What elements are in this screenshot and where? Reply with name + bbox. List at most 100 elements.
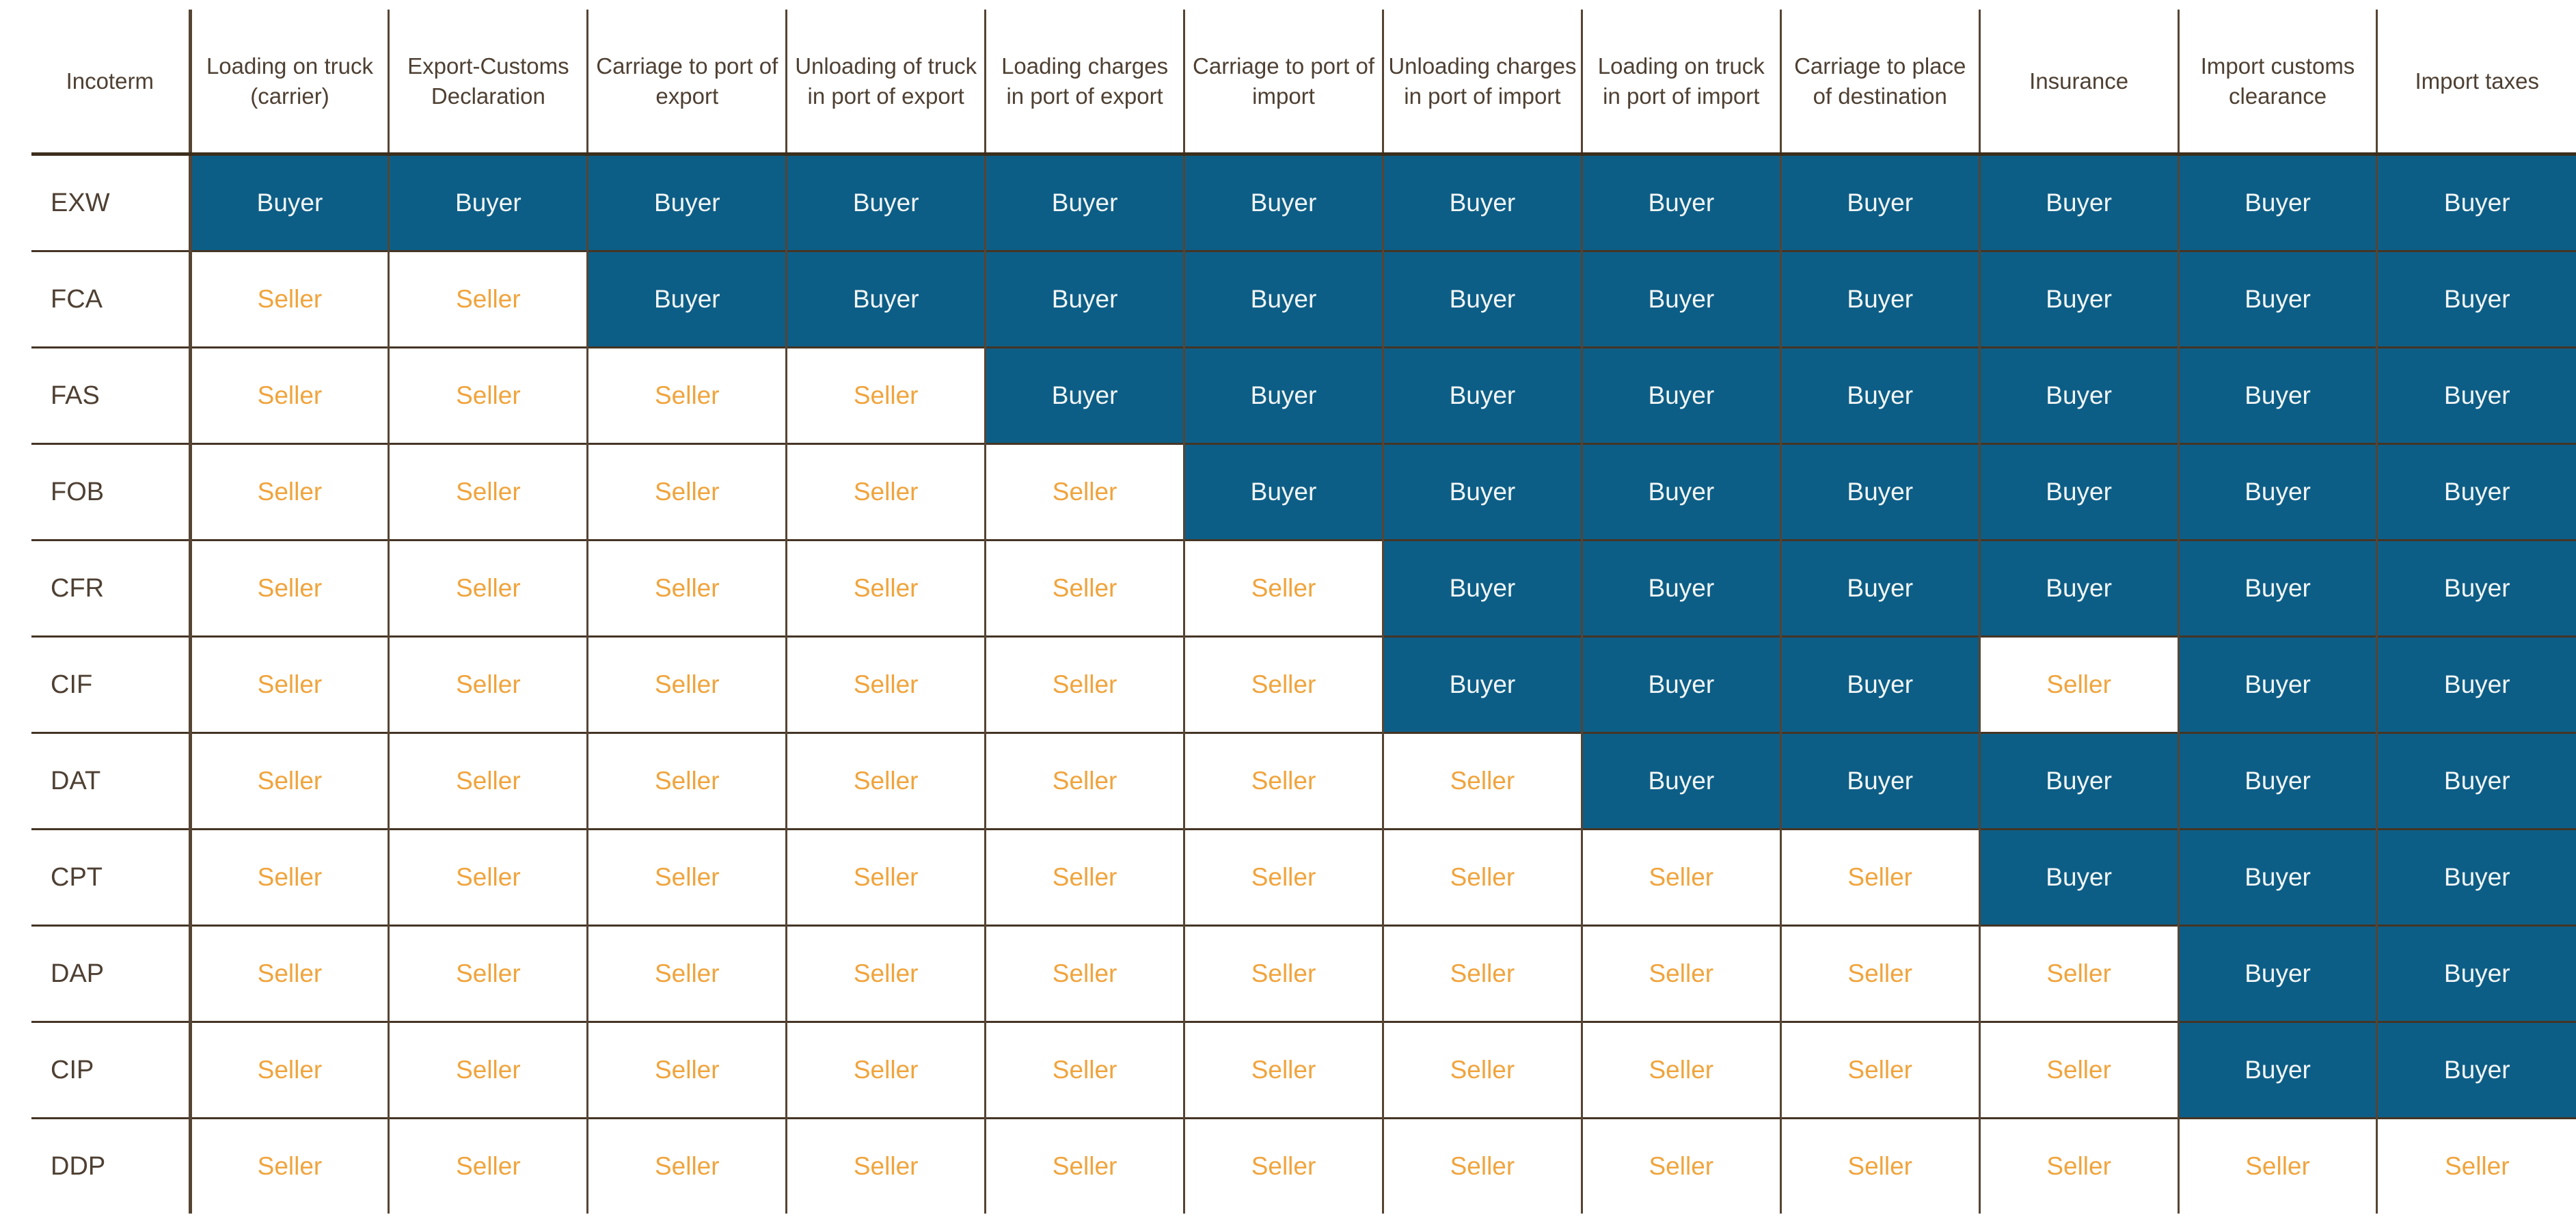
responsibility-cell-seller: Seller	[1779, 1021, 1980, 1119]
responsibility-cell-seller: Seller	[388, 346, 588, 444]
responsibility-cell-buyer: Buyer	[388, 154, 588, 251]
responsibility-cell-seller: Seller	[1381, 925, 1582, 1022]
responsibility-cell-seller: Seller	[1978, 1021, 2179, 1119]
responsibility-cell-seller: Seller	[785, 539, 986, 637]
responsibility-cell-buyer: Buyer	[1978, 732, 2179, 830]
table-row: FAS Seller Seller Seller Seller Buyer Buyer Buy…	[31, 346, 2576, 444]
responsibility-cell-buyer: Buyer	[785, 250, 986, 348]
responsibility-cell-seller: Seller	[388, 443, 588, 540]
column-header: Export-Customs Declaration	[388, 10, 588, 156]
responsibility-cell-seller: Seller	[785, 346, 986, 444]
column-header: Loading on truck (carrier)	[188, 10, 389, 156]
responsibility-cell-seller: Seller	[1580, 1021, 1781, 1119]
responsibility-cell-seller: Seller	[785, 732, 986, 830]
table-row: CPT Seller Seller Seller Seller Seller Seller S…	[31, 828, 2576, 926]
responsibility-cell-buyer: Buyer	[1779, 732, 1980, 830]
responsibility-cell-buyer: Buyer	[1183, 346, 1383, 444]
responsibility-cell-buyer: Buyer	[1381, 346, 1582, 444]
responsibility-cell-seller: Seller	[388, 539, 588, 637]
responsibility-cell-buyer: Buyer	[2177, 346, 2377, 444]
column-header: Carriage to port of export	[586, 10, 787, 156]
responsibility-cell-seller: Seller	[188, 732, 389, 830]
responsibility-cell-seller: Seller	[984, 1021, 1184, 1119]
responsibility-cell-seller: Seller	[586, 443, 787, 540]
table-row: DDP Seller Seller Seller Seller Seller Seller S…	[31, 1117, 2576, 1214]
responsibility-cell-buyer: Buyer	[1580, 250, 1781, 348]
responsibility-cell-buyer: Buyer	[1779, 443, 1980, 540]
responsibility-cell-buyer: Buyer	[2177, 443, 2377, 540]
responsibility-cell-buyer: Buyer	[1580, 635, 1781, 733]
responsibility-cell-seller: Seller	[785, 828, 986, 926]
responsibility-cell-seller: Seller	[1978, 635, 2179, 733]
incoterm-label: CIF	[31, 635, 191, 733]
responsibility-cell-seller: Seller	[188, 635, 389, 733]
responsibility-cell-seller: Seller	[984, 732, 1184, 830]
responsibility-cell-seller: Seller	[388, 250, 588, 348]
responsibility-cell-seller: Seller	[785, 1021, 986, 1119]
responsibility-cell-seller: Seller	[1183, 1021, 1383, 1119]
responsibility-cell-seller: Seller	[188, 828, 389, 926]
responsibility-cell-seller: Seller	[188, 925, 389, 1022]
responsibility-cell-buyer: Buyer	[785, 154, 986, 251]
incoterm-label: DAT	[31, 732, 191, 830]
responsibility-cell-buyer: Buyer	[2177, 635, 2377, 733]
responsibility-cell-seller: Seller	[388, 1021, 588, 1119]
responsibility-cell-buyer: Buyer	[2177, 1021, 2377, 1119]
responsibility-cell-seller: Seller	[984, 828, 1184, 926]
incoterm-label: CIP	[31, 1021, 191, 1119]
responsibility-cell-seller: Seller	[984, 635, 1184, 733]
responsibility-cell-buyer: Buyer	[984, 250, 1184, 348]
responsibility-cell-seller: Seller	[188, 250, 389, 348]
responsibility-cell-seller: Seller	[1978, 1117, 2179, 1214]
responsibility-cell-buyer: Buyer	[984, 346, 1184, 444]
responsibility-cell-seller: Seller	[984, 443, 1184, 540]
responsibility-cell-seller: Seller	[1580, 828, 1781, 926]
responsibility-cell-seller: Seller	[1183, 635, 1383, 733]
responsibility-cell-buyer: Buyer	[1779, 635, 1980, 733]
responsibility-cell-buyer: Buyer	[2376, 154, 2576, 251]
responsibility-cell-seller: Seller	[1183, 925, 1383, 1022]
responsibility-cell-buyer: Buyer	[2376, 1021, 2576, 1119]
responsibility-cell-buyer: Buyer	[1978, 346, 2179, 444]
column-header: Carriage to place of destination	[1779, 10, 1980, 156]
responsibility-cell-buyer: Buyer	[1580, 732, 1781, 830]
responsibility-cell-buyer: Buyer	[1183, 443, 1383, 540]
responsibility-cell-buyer: Buyer	[984, 154, 1184, 251]
responsibility-cell-seller: Seller	[388, 925, 588, 1022]
responsibility-cell-buyer: Buyer	[2376, 732, 2576, 830]
responsibility-cell-seller: Seller	[1381, 1021, 1582, 1119]
responsibility-cell-buyer: Buyer	[586, 250, 787, 348]
responsibility-cell-buyer: Buyer	[1978, 539, 2179, 637]
responsibility-cell-buyer: Buyer	[1978, 828, 2179, 926]
column-header: Unloading of truck in port of export	[785, 10, 986, 156]
responsibility-cell-buyer: Buyer	[2376, 539, 2576, 637]
incoterm-label: CFR	[31, 539, 191, 637]
table-row: EXW Buyer Buyer Buyer Buyer Buyer Buyer Buyer Bu…	[31, 154, 2576, 251]
responsibility-cell-buyer: Buyer	[1580, 154, 1781, 251]
responsibility-cell-buyer: Buyer	[1183, 154, 1383, 251]
responsibility-cell-buyer: Buyer	[1381, 539, 1582, 637]
responsibility-cell-seller: Seller	[586, 539, 787, 637]
incoterm-label: EXW	[31, 154, 191, 251]
responsibility-cell-buyer: Buyer	[586, 154, 787, 251]
table-row: CIP Seller Seller Seller Seller Seller Seller S…	[31, 1021, 2576, 1119]
responsibility-cell-buyer: Buyer	[1381, 154, 1582, 251]
table-row: FOB Seller Seller Seller Seller Seller Buyer Bu…	[31, 443, 2576, 540]
incoterm-column-header: Incoterm	[31, 10, 191, 156]
responsibility-cell-seller: Seller	[785, 1117, 986, 1214]
responsibility-cell-seller: Seller	[1183, 1117, 1383, 1214]
responsibility-cell-seller: Seller	[984, 925, 1184, 1022]
responsibility-cell-buyer: Buyer	[1580, 539, 1781, 637]
responsibility-cell-seller: Seller	[1381, 828, 1582, 926]
responsibility-cell-seller: Seller	[1183, 828, 1383, 926]
responsibility-cell-buyer: Buyer	[1580, 443, 1781, 540]
responsibility-cell-seller: Seller	[2376, 1117, 2576, 1214]
responsibility-cell-seller: Seller	[1580, 925, 1781, 1022]
incoterm-label: DAP	[31, 925, 191, 1022]
responsibility-cell-seller: Seller	[586, 1117, 787, 1214]
responsibility-cell-buyer: Buyer	[2376, 346, 2576, 444]
responsibility-cell-seller: Seller	[388, 828, 588, 926]
responsibility-cell-seller: Seller	[1183, 732, 1383, 830]
responsibility-cell-buyer: Buyer	[1978, 154, 2179, 251]
responsibility-cell-seller: Seller	[785, 635, 986, 733]
